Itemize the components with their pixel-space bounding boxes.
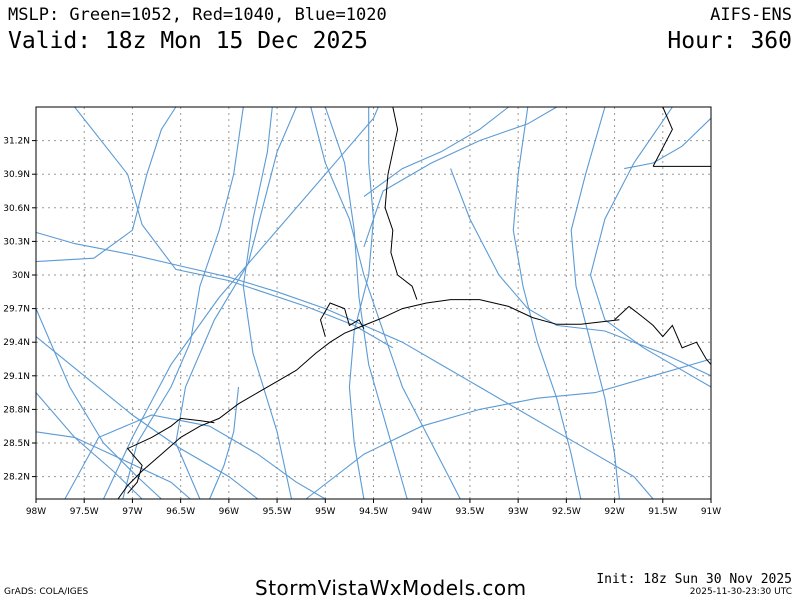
lat-tick-label: 30.9N xyxy=(3,170,30,180)
isobar-line xyxy=(324,106,408,500)
isobar-line xyxy=(35,392,143,500)
lat-tick-label: 28.8N xyxy=(3,405,30,415)
lon-tick-label: 97W xyxy=(122,507,142,517)
lon-tick-label: 91.5W xyxy=(648,507,677,517)
isobar-line xyxy=(35,106,177,263)
lon-tick-label: 97.5W xyxy=(70,507,99,517)
isobar-line xyxy=(35,308,162,500)
isobar-line xyxy=(450,168,712,377)
isobar-line xyxy=(310,106,461,500)
lon-tick-label: 98W xyxy=(26,507,46,517)
coastline-segment xyxy=(319,302,365,337)
coastline-segment xyxy=(614,305,712,365)
model-name: AIFS-ENS xyxy=(710,5,792,25)
axis-ticks: 98W 97.5W 97W 96.5W 96W 95.5W 95W 94.5W 94W 93.5W… xyxy=(3,137,721,517)
isobar-line xyxy=(175,106,297,500)
lon-tick-label: 96W xyxy=(219,507,239,517)
lat-tick-label: 30N xyxy=(12,271,30,281)
coastline xyxy=(117,106,712,500)
isobar-lines xyxy=(35,106,712,500)
isobar-line xyxy=(363,106,509,198)
lon-tick-label: 93.5W xyxy=(455,507,484,517)
grid-lines xyxy=(36,107,711,499)
isobar-line xyxy=(35,336,259,500)
timestamp: 2025-11-30-23:30 UTC xyxy=(689,587,792,597)
isobar-line xyxy=(35,231,654,500)
lat-tick-label: 29.1N xyxy=(3,372,30,382)
isobar-line xyxy=(589,106,712,388)
isobar-line xyxy=(64,414,326,500)
lon-tick-label: 93W xyxy=(508,507,528,517)
isobar-line xyxy=(570,106,620,500)
lat-tick-label: 30.6N xyxy=(3,204,30,214)
site-name: StormVistaWxModels.com xyxy=(255,576,527,600)
valid-time: Valid: 18z Mon 15 Dec 2025 xyxy=(8,28,369,54)
lat-tick-label: 29.7N xyxy=(3,305,30,315)
lon-tick-label: 91W xyxy=(701,507,721,517)
isobar-line xyxy=(103,106,379,500)
header-title: MSLP: Green=1052, Red=1040, Blue=1020 xyxy=(8,5,387,25)
lon-tick-label: 95W xyxy=(315,507,335,517)
lon-tick-label: 94W xyxy=(412,507,432,517)
coastline-segment xyxy=(117,299,620,500)
grads-credit: GrADS: COLA/IGES xyxy=(4,587,89,597)
coastline-segment xyxy=(652,106,673,167)
forecast-hour: Hour: 360 xyxy=(667,28,792,54)
lat-tick-label: 30.3N xyxy=(3,237,30,247)
isobar-line xyxy=(122,106,244,500)
lat-tick-label: 29.4N xyxy=(3,338,30,348)
lat-tick-label: 28.5N xyxy=(3,439,30,449)
isobar-line xyxy=(242,106,293,500)
isobar-line xyxy=(35,431,191,500)
lon-tick-label: 92.5W xyxy=(552,507,581,517)
isobar-line xyxy=(348,107,375,500)
isobar-line xyxy=(209,386,240,500)
isobar-line xyxy=(305,358,712,500)
isobar-line xyxy=(512,106,582,500)
lon-tick-label: 96.5W xyxy=(166,507,195,517)
coastline-segment xyxy=(384,106,418,300)
coastline-segment xyxy=(126,417,215,494)
init-time: Init: 18z Sun 30 Nov 2025 xyxy=(596,572,792,587)
lat-tick-label: 31.2N xyxy=(3,137,30,147)
isobar-line xyxy=(74,106,394,349)
isobar-line xyxy=(624,117,712,170)
lon-tick-label: 95.5W xyxy=(263,507,292,517)
lon-tick-label: 94.5W xyxy=(359,507,388,517)
isobar-line xyxy=(363,106,557,248)
lat-tick-label: 28.2N xyxy=(3,473,30,483)
lon-tick-label: 92W xyxy=(604,507,624,517)
